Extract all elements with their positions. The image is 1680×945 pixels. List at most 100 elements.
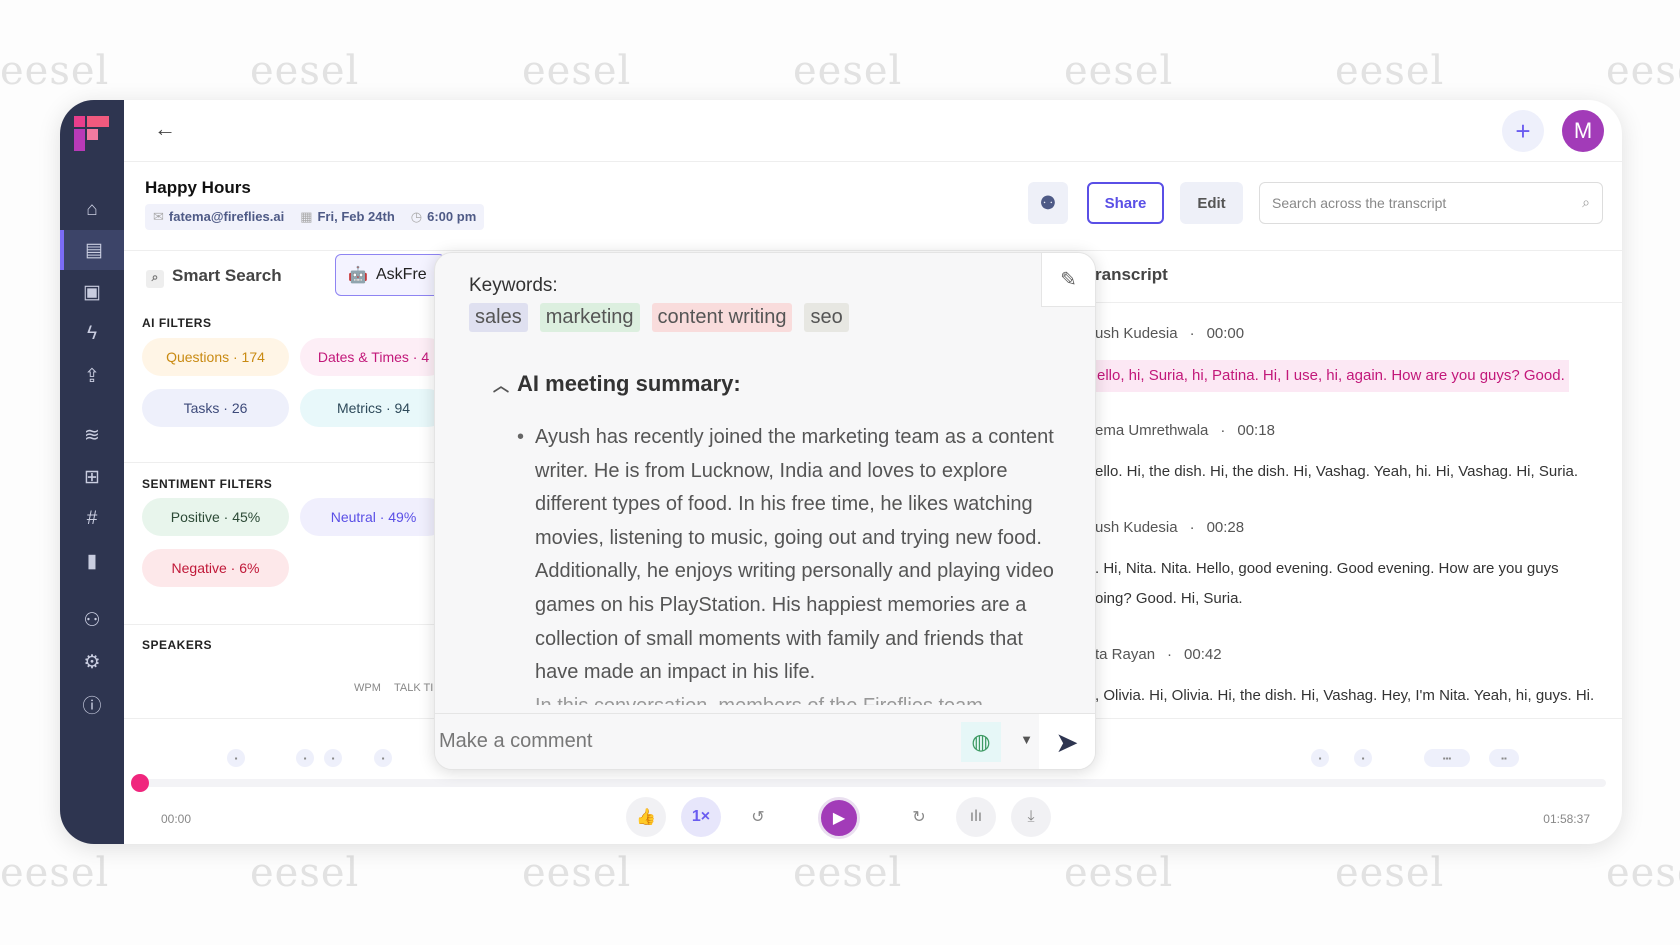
timestamp: 00:18 <box>1237 422 1275 439</box>
filter-neutral[interactable]: Neutral · 49% <box>300 498 447 536</box>
transcript-entry[interactable]: ush Kudesia · 00:00 ello, hi, Suria, hi, P… <box>1095 325 1620 392</box>
meetings-icon[interactable]: ▣ <box>83 281 101 303</box>
summary-text-next: In this conversation, members of the Fir… <box>535 695 983 705</box>
search-placeholder: Search across the transcript <box>1272 195 1447 211</box>
filter-dates-times[interactable]: Dates & Times · 4 <box>300 338 447 376</box>
watermark: eesel <box>0 850 110 896</box>
info-icon[interactable]: ⓘ <box>82 695 102 717</box>
keyword-tag[interactable]: content writing <box>651 303 793 332</box>
watermark: eesel <box>1064 48 1174 94</box>
comment-bar: Make a comment ◍ ▼ ➤ <box>435 713 1095 769</box>
send-icon[interactable]: ➤ <box>1039 714 1095 769</box>
duration: 01:58:37 <box>1543 812 1590 826</box>
transcript-text: , Olivia. Hi, Olivia. Hi, the dish. Hi, … <box>1095 687 1595 704</box>
apps-grid-icon[interactable]: ⊞ <box>84 466 100 488</box>
current-time: 00:00 <box>161 812 192 826</box>
globe-visibility-icon[interactable]: ◍ <box>961 722 1001 762</box>
transcript-text: ello. Hi, the dish. Hi, the dish. Hi, Va… <box>1095 463 1579 480</box>
speakers-heading: SPEAKERS <box>142 638 213 652</box>
timestamp: 00:42 <box>1184 646 1222 663</box>
forward-15-icon[interactable]: ↻ <box>912 809 926 826</box>
filter-questions[interactable]: Questions · 174 <box>142 338 289 376</box>
notes-icon[interactable]: ▤ <box>60 230 124 270</box>
divider <box>124 462 434 463</box>
comment-marker[interactable]: ▪ <box>374 749 392 767</box>
waveform-icon[interactable]: ılı <box>956 797 996 837</box>
speaker-name: ush Kudesia <box>1095 519 1178 536</box>
transcript-text: ello, hi, Suria, hi, Patina. Hi, I use, … <box>1095 360 1569 392</box>
watermark: eesel <box>793 48 903 94</box>
meeting-meta: ✉ fatema@fireflies.ai ▦ Fri, Feb 24th ◷ 6:0… <box>145 204 485 230</box>
speaker-name: ema Umrethwala <box>1095 422 1209 439</box>
comment-marker[interactable]: ▪▪▪ <box>1424 749 1470 767</box>
avatar[interactable]: M <box>1562 110 1604 152</box>
transcript-entry[interactable]: ush Kudesia · 00:28 . Hi, Nita. Nita. Hell… <box>1095 519 1620 614</box>
keyword-tag[interactable]: seo <box>804 303 849 332</box>
settings-gear-icon[interactable]: ⚙ <box>83 651 101 673</box>
filter-negative[interactable]: Negative · 6% <box>142 549 289 587</box>
comment-input[interactable]: Make a comment <box>439 730 593 752</box>
askfred-summary-popup: Keywords: sales marketing content writin… <box>434 252 1096 770</box>
share-button[interactable]: Share <box>1087 182 1164 224</box>
summary-header[interactable]: ︿ AI meeting summary: <box>493 371 741 397</box>
transcript-text: oing? Good. Hi, Suria. <box>1095 590 1243 607</box>
filter-positive[interactable]: Positive · 45% <box>142 498 289 536</box>
watermark: eesel <box>250 48 360 94</box>
playback-speed-button[interactable]: 1× <box>681 797 721 837</box>
comment-marker[interactable]: ▪ <box>324 749 342 767</box>
edit-button[interactable]: Edit <box>1180 182 1243 224</box>
download-icon[interactable]: ⤓ <box>1011 797 1051 837</box>
watermark: eesel <box>522 850 632 896</box>
search-icon: ⌕ <box>146 270 164 288</box>
tab-askfred[interactable]: 🤖 AskFre <box>335 254 445 296</box>
robot-icon: 🤖 <box>348 267 368 284</box>
pencil-edit-icon[interactable]: ✎ <box>1041 253 1095 307</box>
timestamp: 00:00 <box>1206 325 1245 342</box>
comment-marker[interactable]: ▪ <box>1311 749 1329 767</box>
comment-marker[interactable]: ▪ <box>296 749 314 767</box>
layers-icon[interactable]: ≋ <box>84 424 100 446</box>
upload-icon[interactable]: ⇪ <box>84 365 100 387</box>
hashtag-icon[interactable]: # <box>86 508 98 529</box>
comment-marker[interactable]: ▪ <box>1354 749 1372 767</box>
plus-icon[interactable]: + <box>1502 110 1544 152</box>
play-button[interactable]: ▶ <box>818 797 860 839</box>
transcript-entry[interactable]: ta Rayan · 00:42 , Olivia. Hi, Olivia. Hi,… <box>1095 646 1620 711</box>
home-icon[interactable]: ⌂ <box>86 199 98 220</box>
arrow-left-icon[interactable]: ← <box>154 116 176 141</box>
meeting-time: 6:00 pm <box>427 209 477 224</box>
transcript-entry[interactable]: ema Umrethwala · 00:18 ello. Hi, the dish.… <box>1095 422 1620 487</box>
tab-smart-search[interactable]: ⌕ Smart Search <box>146 266 282 288</box>
tab-label: AskFre <box>376 266 427 283</box>
add-participant-button[interactable]: ⚉ <box>1028 182 1068 224</box>
left-tabs: ⌕ Smart Search 🤖 AskFre <box>124 252 445 302</box>
team-icon[interactable]: ⚇ <box>83 609 101 631</box>
progress-handle[interactable] <box>131 774 149 792</box>
rewind-5-icon[interactable]: ↺ <box>751 809 765 826</box>
transcript-search-input[interactable]: Search across the transcript ⌕ <box>1259 182 1603 224</box>
divider <box>124 624 434 625</box>
ai-filters-heading: AI FILTERS <box>142 316 212 330</box>
comment-marker[interactable]: ▪▪ <box>1489 749 1519 767</box>
divider <box>1095 302 1622 303</box>
lightning-icon[interactable]: ϟ <box>86 323 98 344</box>
filter-metrics[interactable]: Metrics · 94 <box>300 389 447 427</box>
fireflies-logo <box>74 116 109 151</box>
watermark: eesel <box>1335 48 1445 94</box>
talk-time-column-header: TALK TI <box>394 682 434 694</box>
transcript-text: . Hi, Nita. Nita. Hello, good evening. G… <box>1095 560 1559 577</box>
watermark: eesel <box>0 48 110 94</box>
comment-marker[interactable]: ▪ <box>227 749 245 767</box>
thumbs-up-icon[interactable]: 👍 <box>626 797 666 837</box>
filter-tasks[interactable]: Tasks · 26 <box>142 389 289 427</box>
meeting-title: Happy Hours <box>145 178 251 197</box>
progress-track[interactable] <box>134 779 1606 787</box>
keyword-list: sales marketing content writing seo <box>469 303 849 332</box>
chevron-down-icon[interactable]: ▼ <box>1020 732 1033 747</box>
keyword-tag[interactable]: sales <box>469 303 528 332</box>
chevron-up-icon[interactable]: ︿ <box>493 378 510 395</box>
watermark: eesel <box>1606 850 1680 896</box>
analytics-icon[interactable]: ▮ <box>86 550 98 572</box>
search-icon: ⌕ <box>1582 194 1590 210</box>
keyword-tag[interactable]: marketing <box>539 303 640 332</box>
